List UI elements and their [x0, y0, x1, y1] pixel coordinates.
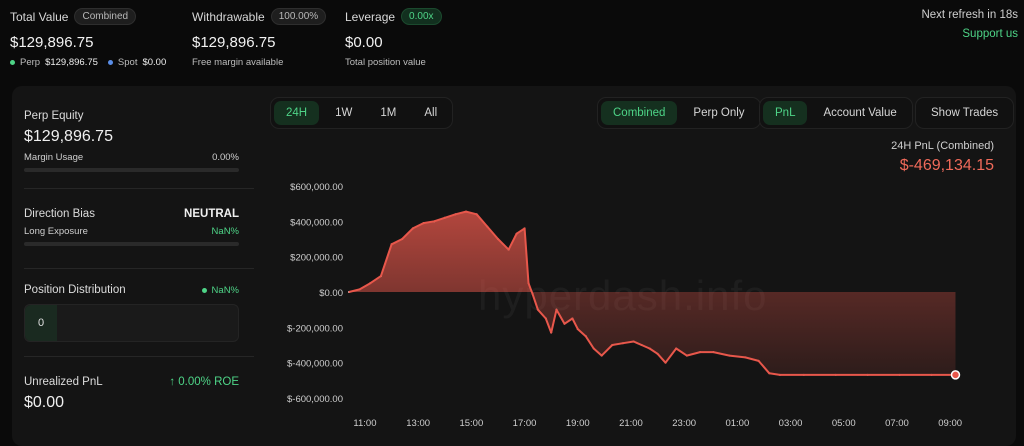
leverage-label: Leverage: [345, 9, 396, 24]
total-value-stat: Total Value Combined $129,896.75 Perp $12…: [10, 8, 166, 68]
tab-24h[interactable]: 24H: [274, 101, 320, 125]
x-tick-label: 05:00: [832, 418, 856, 429]
x-tick-label: 19:00: [566, 418, 590, 429]
x-tick-label: 11:00: [353, 418, 376, 429]
perp-dot-icon: [10, 60, 15, 65]
long-exposure-value: NaN%: [211, 226, 239, 237]
leverage-amount: $0.00: [345, 34, 383, 51]
x-tick-label: 23:00: [672, 418, 696, 429]
spot-label: Spot: [117, 57, 138, 68]
direction-bias-value: NEUTRAL: [184, 208, 239, 220]
direction-bias-card: Direction Bias NEUTRAL Long Exposure NaN%: [24, 208, 239, 246]
total-value-amount: $129,896.75: [10, 34, 94, 51]
spot-value: $0.00: [142, 57, 167, 68]
unrealized-pnl-label: Unrealized PnL: [24, 376, 103, 388]
long-exposure-bar: [24, 242, 239, 246]
y-tick-label: $600,000.00: [290, 182, 343, 193]
y-tick-label: $-200,000.00: [287, 323, 343, 334]
pnl-value: $-469,134.15: [899, 157, 994, 174]
divider: [24, 356, 254, 357]
margin-usage-value: 0.00%: [212, 152, 239, 163]
withdrawable-amount: $129,896.75: [192, 34, 276, 51]
leverage-stat: Leverage 0.00x $0.00 Total position value: [345, 8, 442, 68]
leverage-badge: 0.00x: [401, 8, 442, 25]
x-tick-label: 01:00: [725, 418, 749, 429]
support-us-link[interactable]: Support us: [962, 28, 1018, 40]
perp-equity-card: Perp Equity $129,896.75 Margin Usage 0.00…: [24, 110, 239, 172]
show-trades-button[interactable]: Show Trades: [931, 107, 999, 119]
margin-usage-bar: [24, 168, 239, 172]
metric-tabs: PnL Account Value: [759, 97, 913, 129]
tab-perp-only[interactable]: Perp Only: [693, 107, 745, 119]
y-tick-label: $-600,000.00: [287, 394, 343, 405]
tab-1m[interactable]: 1M: [380, 107, 397, 119]
view-tabs: Combined Perp Only: [597, 97, 761, 129]
direction-bias-label: Direction Bias: [24, 208, 95, 220]
y-tick-label: $0.00: [319, 288, 343, 299]
divider: [24, 268, 254, 269]
pnl-summary: 24H PnL (Combined) $-469,134.15: [891, 140, 994, 175]
x-tick-label: 07:00: [885, 418, 909, 429]
range-tabs: 24H 1W 1M All: [270, 97, 454, 129]
y-tick-label: $-400,000.00: [287, 359, 343, 370]
refresh-timer: Next refresh in 18s: [921, 9, 1018, 21]
perp-value: $129,896.75: [45, 57, 98, 68]
y-tick-label: $400,000.00: [290, 217, 343, 228]
tab-account-value[interactable]: Account Value: [823, 107, 897, 119]
x-tick-label: 09:00: [938, 418, 962, 429]
margin-usage-label: Margin Usage: [24, 152, 84, 163]
tab-1w[interactable]: 1W: [335, 107, 353, 119]
divider: [24, 188, 254, 189]
pnl-area-negative: [349, 292, 956, 375]
pnl-area-positive: [349, 211, 956, 292]
perp-equity-label: Perp Equity: [24, 110, 84, 122]
status-dot-icon: [201, 287, 207, 293]
tab-all[interactable]: All: [424, 107, 438, 119]
position-distribution-value: NaN%: [211, 284, 239, 296]
perp-label: Perp: [20, 57, 41, 68]
leverage-sub: Total position value: [345, 57, 426, 68]
x-tick-label: 15:00: [459, 418, 483, 429]
distribution-count: 0: [25, 305, 57, 341]
combined-badge[interactable]: Combined: [74, 8, 137, 25]
roe-value: ↑ 0.00% ROE: [169, 376, 239, 388]
distribution-bar: 0: [24, 304, 239, 342]
y-tick-label: $200,000.00: [290, 253, 343, 264]
withdrawable-label: Withdrawable: [192, 9, 265, 24]
spot-dot-icon: [107, 60, 113, 65]
position-distribution-label: Position Distribution: [24, 284, 126, 296]
pnl-end-marker: [950, 370, 961, 380]
pnl-caption: 24H PnL (Combined): [891, 140, 994, 152]
total-value-label: Total Value: [10, 9, 69, 24]
x-tick-label: 13:00: [406, 418, 430, 429]
x-tick-label: 21:00: [619, 418, 643, 429]
pnl-series-line: [348, 210, 956, 376]
withdrawable-sub: Free margin available: [192, 57, 284, 68]
perp-equity-value: $129,896.75: [24, 128, 113, 145]
unrealized-pnl-value: $0.00: [24, 394, 65, 411]
tab-combined[interactable]: Combined: [601, 101, 678, 125]
withdrawable-stat: Withdrawable 100.00% $129,896.75 Free mar…: [192, 8, 327, 68]
withdrawable-badge: 100.00%: [270, 8, 327, 25]
tab-pnl[interactable]: PnL: [763, 101, 808, 125]
x-tick-label: 03:00: [779, 418, 803, 429]
x-tick-label: 17:00: [513, 418, 537, 429]
show-trades-group: Show Trades: [915, 97, 1015, 129]
long-exposure-label: Long Exposure: [24, 226, 88, 237]
unrealized-pnl-card: Unrealized PnL ↑ 0.00% ROE $0.00: [24, 376, 239, 412]
position-distribution-card: Position Distribution NaN% 0: [24, 284, 239, 342]
